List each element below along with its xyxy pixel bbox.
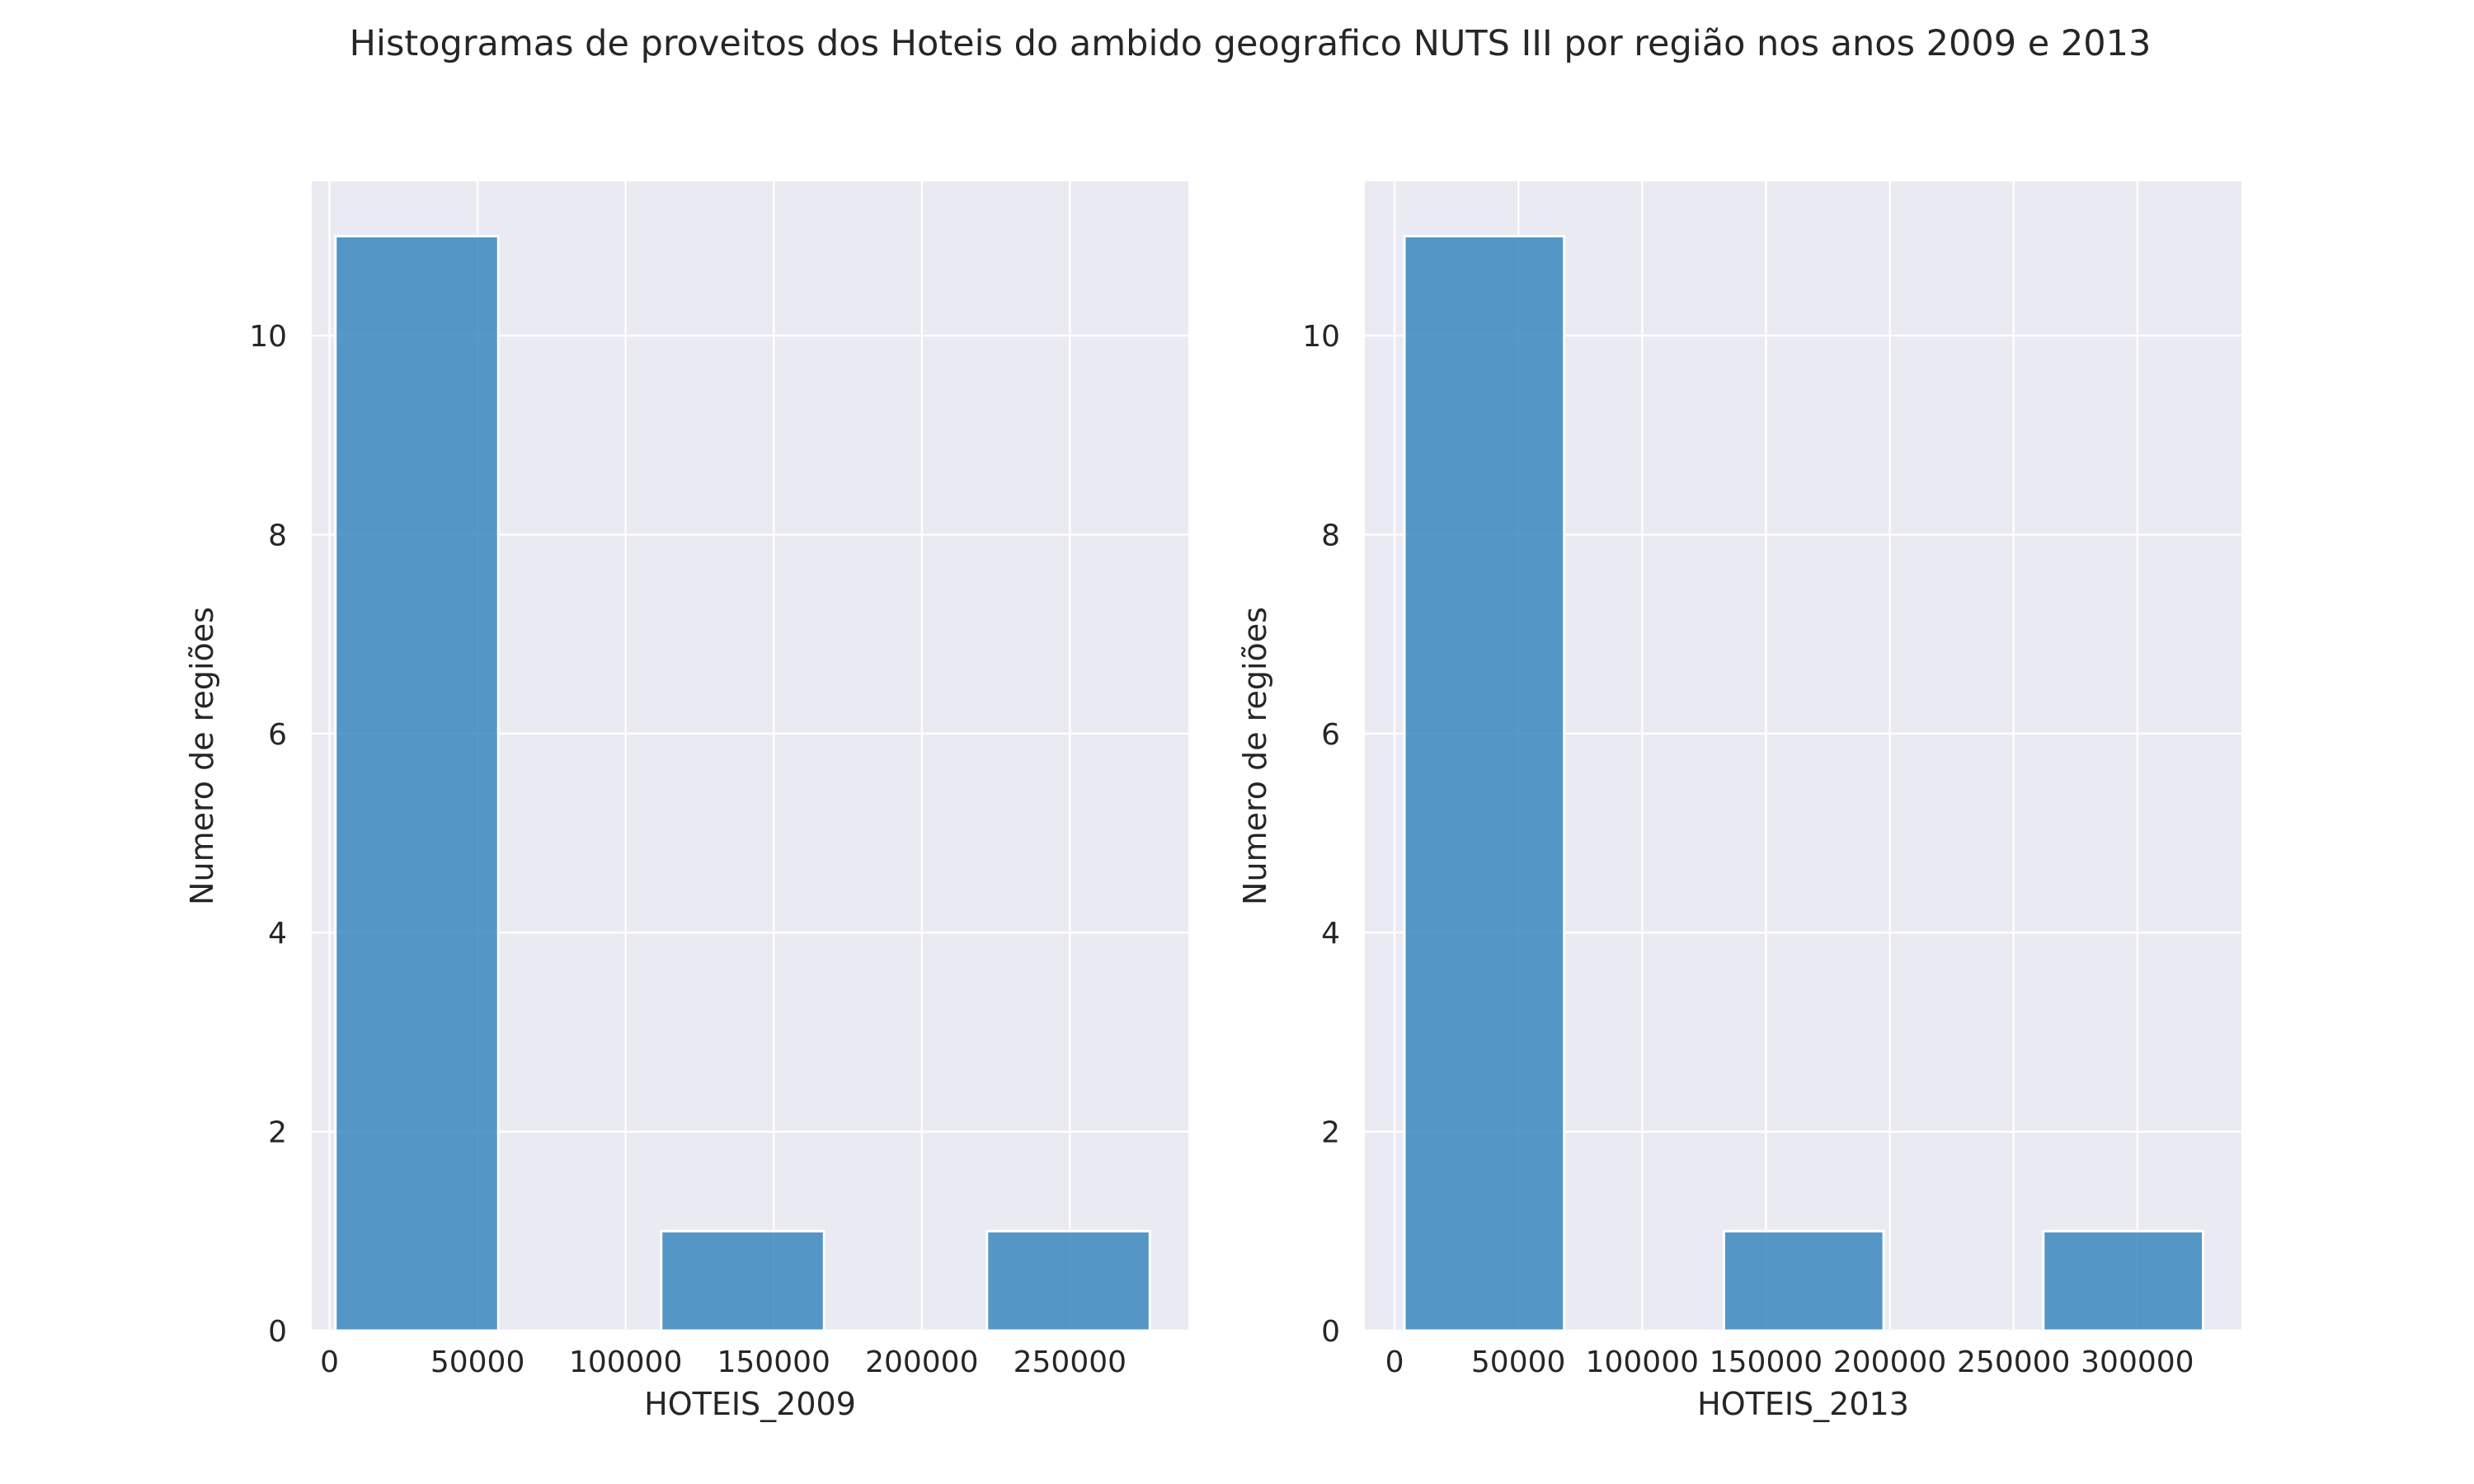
y-tick-label-2013: 4 <box>1321 917 1340 951</box>
histogram-bar-2013-bin-3 <box>1722 1229 1885 1332</box>
bars-2009 <box>334 234 1151 1332</box>
histogram-bar-2013-bin-5 <box>2042 1229 2204 1332</box>
y-axis-label-2009: Numero de regiões <box>184 607 220 905</box>
x-tick-label-2013: 200000 <box>1833 1345 1946 1379</box>
y-tick-labels-2013: 0 2 4 6 8 10 <box>1302 320 1340 1349</box>
x-tick-label-2013: 300000 <box>2081 1345 2194 1379</box>
x-tick-label-2009: 200000 <box>865 1345 978 1379</box>
x-tick-label-2013: 0 <box>1385 1345 1404 1379</box>
x-axis-label-2009: HOTEIS_2009 <box>644 1386 856 1422</box>
x-tick-label-2009: 50000 <box>430 1345 525 1379</box>
x-tick-labels-2009: 0 50000 100000 150000 200000 250000 <box>320 1345 1126 1379</box>
x-tick-label-2009: 100000 <box>569 1345 682 1379</box>
y-tick-label-2013: 10 <box>1302 320 1340 354</box>
bars-2013 <box>1403 234 2204 1332</box>
histogram-2009-panel: 0 50000 100000 150000 200000 250000 0 2 4 6 8 10 H… <box>184 181 1188 1422</box>
y-tick-label-2013: 6 <box>1321 718 1340 752</box>
x-tick-labels-2013: 0 50000 100000 150000 200000 250000 300000 <box>1385 1345 2194 1379</box>
y-tick-label-2013: 2 <box>1321 1116 1340 1150</box>
x-tick-label-2009: 0 <box>320 1345 339 1379</box>
x-tick-label-2013: 150000 <box>1710 1345 1823 1379</box>
figure-title: Histogramas de proveitos dos Hoteis do a… <box>350 23 2152 64</box>
x-axis-label-2013: HOTEIS_2013 <box>1697 1386 1909 1422</box>
y-tick-label-2009: 2 <box>268 1116 287 1150</box>
histogram-2013-panel: 0 50000 100000 150000 200000 250000 300000 0 2 4… <box>1237 181 2241 1422</box>
x-tick-label-2013: 250000 <box>1957 1345 2070 1379</box>
y-tick-labels-2009: 0 2 4 6 8 10 <box>249 320 287 1349</box>
y-tick-label-2009: 8 <box>268 519 287 552</box>
x-tick-label-2009: 250000 <box>1014 1345 1126 1379</box>
histogram-bar-2009-bin-5 <box>985 1229 1151 1332</box>
y-tick-label-2013: 0 <box>1321 1315 1340 1349</box>
y-tick-label-2009: 10 <box>249 320 287 354</box>
y-tick-label-2009: 4 <box>268 917 287 951</box>
x-tick-label-2009: 150000 <box>717 1345 830 1379</box>
histogram-bar-2009-bin-3 <box>660 1229 825 1332</box>
y-tick-label-2009: 0 <box>268 1315 287 1349</box>
histogram-bar-2013-bin-1 <box>1403 234 1566 1332</box>
x-tick-label-2013: 100000 <box>1586 1345 1699 1379</box>
y-tick-label-2009: 6 <box>268 718 287 752</box>
histogram-bar-2009-bin-1 <box>334 234 500 1332</box>
x-tick-label-2013: 50000 <box>1471 1345 1566 1379</box>
y-axis-label-2013: Numero de regiões <box>1237 607 1273 905</box>
y-tick-label-2013: 8 <box>1321 519 1340 552</box>
